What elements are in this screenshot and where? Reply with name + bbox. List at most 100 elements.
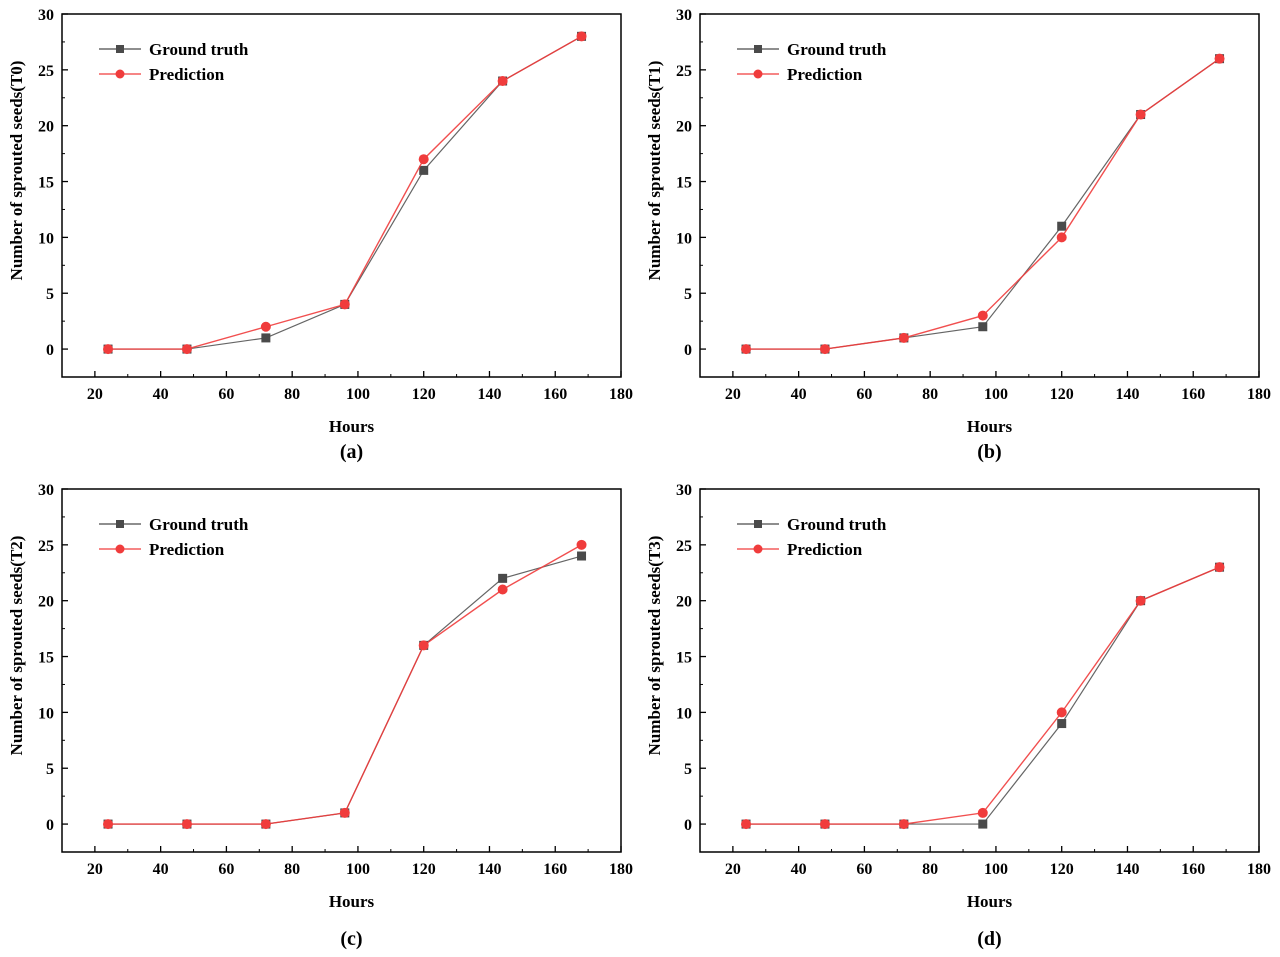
x-axis-label: Hours	[967, 892, 1013, 911]
y-tick-label: 20	[38, 594, 54, 611]
panel-caption: (c)	[340, 928, 362, 950]
legend-marker-square	[116, 45, 124, 53]
data-point-circle	[497, 584, 508, 595]
x-tick-label: 100	[984, 386, 1008, 403]
data-point-circle	[977, 310, 988, 321]
y-tick-label: 5	[46, 761, 54, 778]
y-tick-label: 10	[38, 230, 54, 247]
x-tick-label: 100	[984, 861, 1008, 878]
y-tick-label: 25	[38, 63, 54, 80]
x-tick-label: 40	[791, 386, 807, 403]
data-point-square	[498, 573, 508, 583]
data-point-circle	[418, 640, 429, 651]
series-line	[746, 566, 1220, 825]
x-tick-label: 120	[1050, 386, 1074, 403]
legend-label: Ground truth	[149, 40, 249, 59]
data-point-circle	[181, 819, 192, 830]
y-tick-label: 5	[46, 286, 54, 303]
data-point-circle	[497, 76, 508, 87]
series-line	[746, 566, 1220, 825]
data-point-square	[1057, 221, 1067, 231]
panel-caption: (d)	[977, 928, 1001, 950]
x-tick-label: 160	[1181, 861, 1205, 878]
series-prediction	[741, 562, 1225, 830]
y-tick-label: 30	[676, 7, 692, 24]
panel-caption: (a)	[340, 441, 363, 463]
series-prediction	[103, 539, 587, 830]
legend-label: Prediction	[149, 540, 225, 559]
data-point-circle	[1214, 53, 1225, 64]
plot-frame	[699, 488, 1260, 853]
y-tick-label: 30	[676, 482, 692, 499]
data-point-square	[978, 322, 988, 332]
data-point-circle	[576, 539, 587, 550]
legend-label: Ground truth	[787, 515, 887, 534]
legend-label: Prediction	[787, 65, 863, 84]
y-tick-label: 15	[676, 650, 692, 667]
x-tick-label: 160	[1181, 386, 1205, 403]
data-point-circle	[181, 344, 192, 355]
y-tick-label: 15	[676, 175, 692, 192]
x-tick-label: 100	[346, 386, 370, 403]
y-tick-label: 20	[676, 119, 692, 136]
data-point-circle	[339, 299, 350, 310]
legend: Ground truth Prediction	[99, 515, 249, 559]
data-point-circle	[1135, 595, 1146, 606]
chart-panel-a: 20 40 60 80 100 120 140 160 180 0 5 10 15 20 25 30 Hours…	[7, 7, 633, 463]
x-tick-label: 20	[725, 861, 741, 878]
legend-marker-square	[754, 520, 762, 528]
y-tick-label: 10	[676, 705, 692, 722]
x-tick-label: 180	[1247, 861, 1271, 878]
x-tick-label: 120	[412, 386, 436, 403]
x-tick-label: 20	[87, 386, 103, 403]
y-tick-label: 30	[38, 482, 54, 499]
legend: Ground truth Prediction	[737, 40, 887, 84]
x-tick-label: 180	[1247, 386, 1271, 403]
data-point-circle	[1214, 562, 1225, 573]
y-tick-label: 30	[38, 7, 54, 24]
legend-marker-circle	[115, 69, 125, 79]
y-tick-label: 5	[684, 286, 692, 303]
x-axis-label: Hours	[967, 417, 1013, 436]
x-tick-label: 40	[153, 386, 169, 403]
x-tick-label: 40	[153, 861, 169, 878]
data-point-circle	[977, 807, 988, 818]
y-axis-label: Number of sprouted seeds(T0)	[7, 61, 26, 281]
data-point-circle	[339, 807, 350, 818]
chart-panel-c: 20 40 60 80 100 120 140 160 180 0 5 10 15 20 25 30 Hours…	[7, 482, 633, 950]
data-point-circle	[898, 332, 909, 343]
x-tick-label: 60	[856, 861, 872, 878]
x-tick-label: 180	[609, 386, 633, 403]
y-axis-label: Number of sprouted seeds(T2)	[7, 536, 26, 756]
x-axis-label: Hours	[329, 417, 375, 436]
data-point-circle	[819, 344, 830, 355]
data-point-circle	[741, 344, 752, 355]
data-point-circle	[1056, 707, 1067, 718]
x-tick-label: 80	[284, 861, 300, 878]
x-tick-label: 100	[346, 861, 370, 878]
x-tick-label: 160	[543, 861, 567, 878]
data-point-square	[261, 333, 271, 343]
x-tick-label: 140	[477, 861, 501, 878]
legend: Ground truth Prediction	[737, 515, 887, 559]
legend-label: Ground truth	[149, 515, 249, 534]
data-point-square	[1057, 719, 1067, 729]
y-tick-label: 5	[684, 761, 692, 778]
legend-label: Prediction	[149, 65, 225, 84]
data-point-circle	[260, 819, 271, 830]
x-tick-label: 60	[218, 861, 234, 878]
legend-marker-square	[116, 520, 124, 528]
y-tick-label: 0	[46, 817, 54, 834]
data-point-square	[978, 819, 988, 829]
data-point-square	[577, 551, 587, 561]
y-tick-label: 20	[676, 594, 692, 611]
data-point-circle	[103, 344, 114, 355]
data-point-circle	[898, 819, 909, 830]
data-point-circle	[1056, 232, 1067, 243]
series-line	[108, 555, 582, 825]
series-line	[108, 544, 582, 825]
panel-caption: (b)	[977, 441, 1001, 463]
x-tick-label: 140	[1115, 386, 1139, 403]
series-prediction	[741, 53, 1225, 355]
